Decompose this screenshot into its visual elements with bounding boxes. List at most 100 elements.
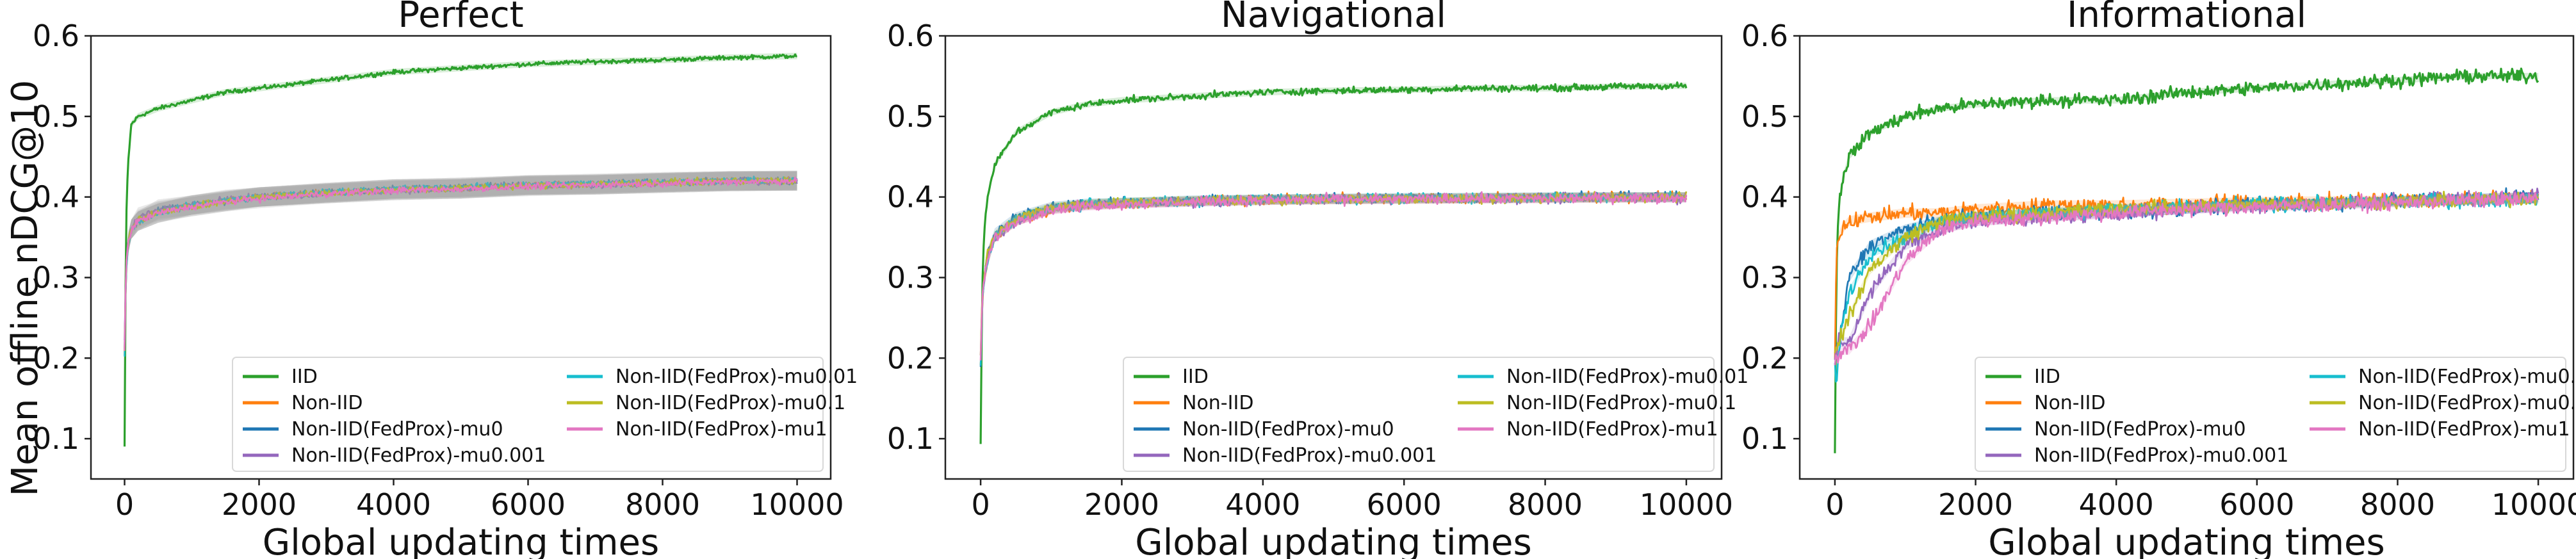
legend-item: Non-IID(FedProx)-mu0.001 [1134, 444, 1437, 467]
x-tick-label: 0 [115, 487, 134, 522]
y-tick-label: 0.2 [887, 341, 934, 375]
legend-label: Non-IID(FedProx)-mu1 [1506, 418, 1718, 441]
series-line [979, 191, 1688, 361]
chart-panel-3: Informational Global updating times 0.1 0.2… [1741, 0, 2576, 559]
plot-area [979, 81, 1688, 450]
legend-item: Non-IID(FedProx)-mu0.001 [1985, 444, 2288, 467]
x-tick-label: 0 [1825, 487, 1844, 522]
legend-frame [1123, 357, 1715, 472]
x-tick-label: 6000 [491, 487, 566, 522]
chart-title: Navigational [1221, 0, 1446, 36]
x-tick-label: 8000 [625, 487, 700, 522]
legend-item: Non-IID [243, 392, 363, 414]
x-axis-label: Global updating times [1988, 522, 2384, 559]
legend-item: Non-IID(FedProx)-mu0.1 [2310, 392, 2576, 414]
series-line [979, 81, 1688, 444]
legend-label: Non-IID [2034, 392, 2105, 414]
x-tick-label: 4000 [356, 487, 431, 522]
y-tick-label: 0.2 [1741, 341, 1788, 375]
series-band [981, 192, 1686, 371]
series-line [1834, 190, 2539, 366]
x-tick-label: 8000 [1508, 487, 1583, 522]
legend-label: Non-IID(FedProx)-mu1 [615, 418, 827, 441]
x-tick-label: 10000 [750, 487, 844, 522]
y-tick-label: 0.2 [33, 341, 79, 375]
series-line [979, 190, 1687, 368]
series-line [979, 191, 1688, 356]
legend-item: Non-IID [1134, 392, 1253, 414]
x-tick-label: 0 [971, 487, 990, 522]
x-axis-label: Global updating times [1135, 522, 1531, 559]
y-tick-label: 0.3 [33, 260, 79, 295]
legend-item: Non-IID(FedProx)-mu0.01 [2310, 366, 2576, 388]
legend-item: Non-IID [1985, 392, 2105, 414]
legend-item: Non-IID(FedProx)-mu1 [567, 418, 827, 441]
y-tick-label: 0.1 [1741, 421, 1788, 456]
x-tick-label: 10000 [1640, 487, 1733, 522]
legend-label: Non-IID(FedProx)-mu0.01 [2358, 366, 2576, 388]
legend-item: Non-IID(FedProx)-mu1 [1458, 418, 1718, 441]
x-tick-label: 4000 [1225, 487, 1300, 522]
chart-title: Perfect [398, 0, 523, 36]
legend-item: Non-IID(FedProx)-mu0.1 [567, 392, 845, 414]
legend-item: Non-IID(FedProx)-mu0.001 [243, 444, 546, 467]
series-band [981, 193, 1686, 363]
legend-item: Non-IID(FedProx)-mu0 [243, 418, 503, 441]
legend-item: IID [243, 366, 318, 388]
series-band [981, 192, 1686, 371]
legend-label: Non-IID(FedProx)-mu0 [1182, 418, 1394, 441]
series-band [124, 171, 797, 352]
series-band [981, 192, 1686, 363]
series-band [981, 193, 1686, 363]
plot-frame [1798, 35, 2575, 480]
series-line [979, 190, 1687, 366]
legend-label: IID [1182, 366, 1209, 388]
x-tick-label: 2000 [222, 487, 297, 522]
y-tick-label: 0.5 [33, 99, 79, 134]
x-tick-label: 8000 [2360, 487, 2435, 522]
y-tick-label: 0.6 [1741, 19, 1788, 53]
series-line [979, 190, 1688, 365]
series-line [123, 53, 797, 447]
legend-label: Non-IID(FedProx)-mu0.1 [1506, 392, 1736, 414]
y-tick-label: 0.4 [33, 180, 79, 215]
legend-frame [232, 357, 824, 472]
y-axis-label: Mean offline nDCG@10 [4, 80, 46, 496]
y-tick-label: 0.3 [1741, 260, 1788, 295]
legend-label: Non-IID(FedProx)-mu0 [291, 418, 503, 441]
y-tick-label: 0.5 [1741, 99, 1788, 134]
chart-title: Informational [2067, 0, 2306, 36]
legend-label: Non-IID(FedProx)-mu0.001 [1182, 444, 1437, 467]
plot-frame [90, 35, 832, 480]
x-tick-label: 6000 [1367, 487, 1442, 522]
panels: Perfect Global updating times 0.1 0.2 0.3 0.4… [33, 0, 2576, 559]
x-axis-label: Global updating times [263, 522, 659, 559]
legend: IID Non-IID Non-IID(FedProx)-mu0 Non-IID(Fe… [1975, 357, 2576, 472]
series-band [124, 171, 797, 360]
legend: IID Non-IID Non-IID(FedProx)-mu0 Non-IID(Fe… [232, 357, 858, 472]
series-band [124, 170, 797, 368]
plot-area [123, 53, 798, 450]
legend-item: IID [1985, 366, 2060, 388]
legend-label: Non-IID [291, 392, 363, 414]
legend-label: IID [2034, 366, 2060, 388]
series-line [124, 176, 798, 351]
legend-item: Non-IID(FedProx)-mu0.01 [567, 366, 858, 388]
x-tick-label: 10000 [2491, 487, 2576, 522]
series-band [981, 192, 1686, 371]
legend-item: Non-IID(FedProx)-mu0 [1985, 418, 2246, 441]
y-tick-label: 0.6 [33, 19, 79, 53]
x-tick-label: 6000 [2219, 487, 2294, 522]
legend-item: Non-IID(FedProx)-mu0.01 [1458, 366, 1749, 388]
legend-frame [1975, 357, 2566, 472]
series-band [124, 171, 797, 360]
plot-frame [944, 35, 1723, 480]
legend-label: Non-IID(FedProx)-mu0.01 [615, 366, 858, 388]
x-tick-label: 2000 [1084, 487, 1159, 522]
series-line [1834, 67, 2539, 453]
legend-item: Non-IID(FedProx)-mu0.1 [1458, 392, 1736, 414]
y-tick-label: 0.6 [887, 19, 934, 53]
y-tick-label: 0.1 [33, 421, 79, 456]
y-tick-label: 0.3 [887, 260, 934, 295]
